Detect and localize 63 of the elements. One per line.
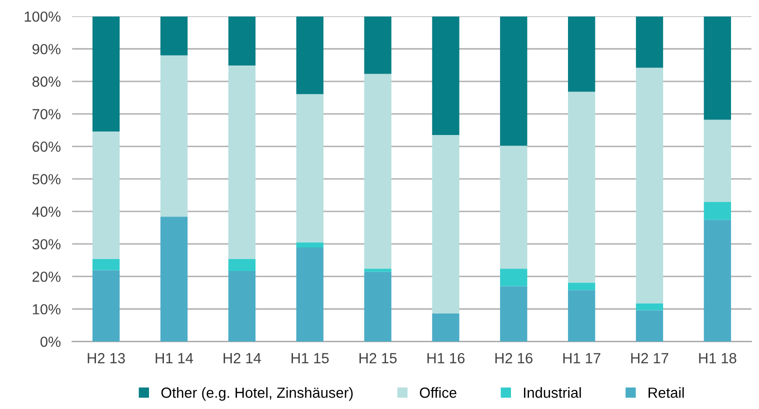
y-tick-label: 0% xyxy=(40,336,60,347)
bar xyxy=(160,55,188,217)
y-tick-label: 80% xyxy=(32,76,60,87)
legend-label: Other (e.g. Hotel, Zinshäuser) xyxy=(161,387,353,401)
bar xyxy=(568,16,596,92)
bar xyxy=(432,135,460,314)
y-tick-label: 100% xyxy=(24,11,60,22)
legend-label: Industrial xyxy=(524,387,581,398)
bar xyxy=(364,268,392,272)
bar xyxy=(296,248,324,342)
x-tick-label: H1 17 xyxy=(563,353,600,364)
bar xyxy=(364,272,392,342)
bar xyxy=(92,16,120,132)
bar xyxy=(636,68,664,304)
y-tick-label: 40% xyxy=(32,206,60,217)
bar xyxy=(704,202,732,220)
x-tick-label: H2 15 xyxy=(360,353,397,364)
bar xyxy=(160,16,188,56)
bar xyxy=(500,16,528,146)
bar xyxy=(364,74,392,269)
bar xyxy=(704,120,732,202)
bar xyxy=(160,216,188,342)
y-tick-label: 30% xyxy=(32,239,60,250)
y-tick-label: 90% xyxy=(32,44,60,54)
y-tick-label: 20% xyxy=(32,272,60,282)
x-tick-label: H1 15 xyxy=(292,353,329,364)
bar xyxy=(228,65,256,259)
y-tick-label: 70% xyxy=(32,109,60,120)
bar xyxy=(704,220,732,342)
bar xyxy=(296,242,324,248)
bar xyxy=(500,268,528,286)
bar xyxy=(228,270,256,342)
bar xyxy=(636,303,664,310)
bar xyxy=(92,258,120,270)
x-tick-label: H1 16 xyxy=(427,353,465,364)
bar xyxy=(636,310,664,342)
x-tick-label: H2 16 xyxy=(495,353,532,364)
legend-label: Office xyxy=(420,387,456,398)
bar xyxy=(92,131,120,259)
bar xyxy=(364,16,392,74)
x-tick-label: H2 14 xyxy=(224,353,261,364)
bar xyxy=(500,146,528,269)
bar xyxy=(92,270,120,342)
bar xyxy=(296,16,324,94)
x-tick-label: H2 13 xyxy=(88,353,125,364)
bar xyxy=(296,94,324,242)
y-tick-label: 50% xyxy=(32,174,60,184)
bar xyxy=(432,314,460,342)
bar xyxy=(704,16,732,120)
bar xyxy=(432,16,460,136)
bar xyxy=(636,16,664,68)
bar xyxy=(568,92,596,283)
bar xyxy=(228,258,256,271)
bar xyxy=(568,290,596,342)
x-tick-label: H1 14 xyxy=(156,353,194,364)
y-tick-label: 60% xyxy=(32,142,60,152)
legend-label: Retail xyxy=(648,387,684,398)
bar xyxy=(500,286,528,342)
x-tick-label: H1 18 xyxy=(699,353,736,364)
bar xyxy=(228,16,256,66)
y-tick-label: 10% xyxy=(32,304,60,314)
x-tick-label: H2 17 xyxy=(631,353,668,364)
bar xyxy=(568,282,596,290)
